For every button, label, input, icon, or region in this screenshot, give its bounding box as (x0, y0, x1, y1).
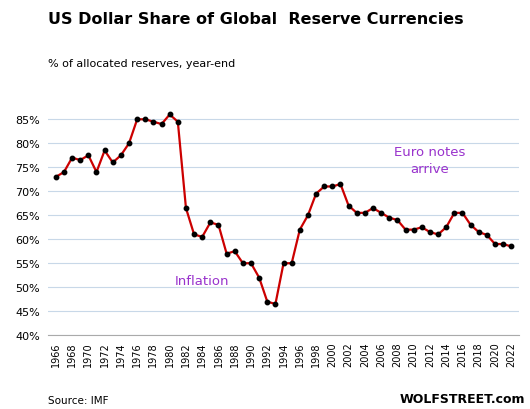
Text: WOLFSTREET.com: WOLFSTREET.com (399, 392, 525, 405)
Text: Inflation: Inflation (175, 274, 229, 287)
Text: Euro notes
arrive: Euro notes arrive (394, 146, 466, 175)
Text: % of allocated reserves, year-end: % of allocated reserves, year-end (48, 59, 235, 69)
Text: US Dollar Share of Global  Reserve Currencies: US Dollar Share of Global Reserve Curren… (48, 12, 463, 27)
Text: Source: IMF: Source: IMF (48, 395, 108, 405)
